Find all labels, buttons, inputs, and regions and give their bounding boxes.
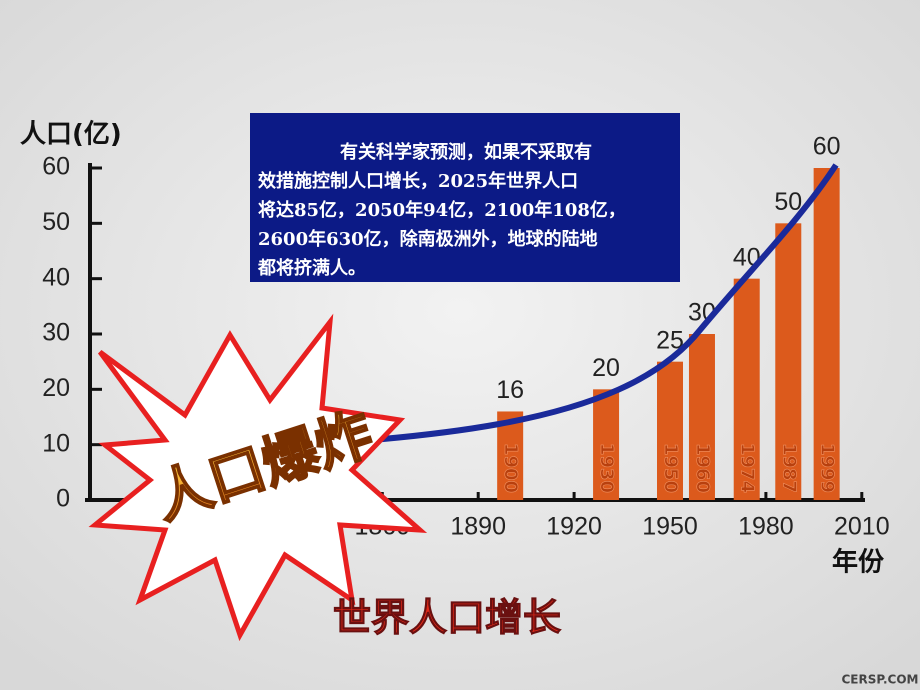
value-label: 50 [774,188,802,216]
x-tick-label: 1920 [546,513,602,541]
x-tick-label: 2010 [834,513,890,541]
note-box [250,113,680,282]
x-tick-label: 1950 [642,513,698,541]
y-tick-label: 0 [56,485,70,513]
note: 有关科学家预测，如果不采取有效措施控制人口增长，2025年世界人口将达85亿，2… [257,141,626,279]
year-label: 1987 [778,443,799,493]
note-line: 将达85亿，2050年94亿，2100年108亿， [258,199,626,221]
bar [775,223,802,501]
year-label: 1974 [737,443,758,493]
y-tick-label: 40 [42,263,70,291]
note-line: 都将挤满人。 [257,257,366,279]
y-tick-label: 20 [42,374,70,402]
y-tick-label: 60 [42,153,70,181]
value-label: 20 [592,354,620,382]
year-label: 1900 [500,443,521,493]
year-label: 1930 [596,443,617,493]
value-label: 60 [813,133,841,161]
y-tick-label: 10 [42,429,70,457]
watermark: CERSP.COM [842,673,919,687]
value-label: 16 [496,376,524,404]
note-line: 有关科学家预测，如果不采取有 [340,141,592,163]
chart-title: 世界人口增长 [333,596,561,640]
bar [688,334,715,500]
note-line: 效措施控制人口增长，2025年世界人口 [258,170,578,192]
year-label: 1950 [660,443,681,493]
x-tick-label: 1980 [738,513,794,541]
y-axis-label: 人口(亿) [20,120,122,150]
note-line: 2600年630亿，除南极洲外，地球的陆地 [258,228,598,250]
bar [733,278,760,500]
bars: 9.61804161900201930251950301960401974501… [186,133,841,501]
year-label: 1999 [817,443,838,493]
y-tick-label: 50 [42,208,70,236]
year-label: 1960 [692,443,713,493]
x-tick-label: 1890 [450,513,506,541]
starburst [88,313,428,642]
bar [593,389,620,500]
y-tick-label: 30 [42,319,70,347]
x-axis-label: 年份 [832,547,884,578]
bar [657,361,683,500]
bar [813,168,840,500]
